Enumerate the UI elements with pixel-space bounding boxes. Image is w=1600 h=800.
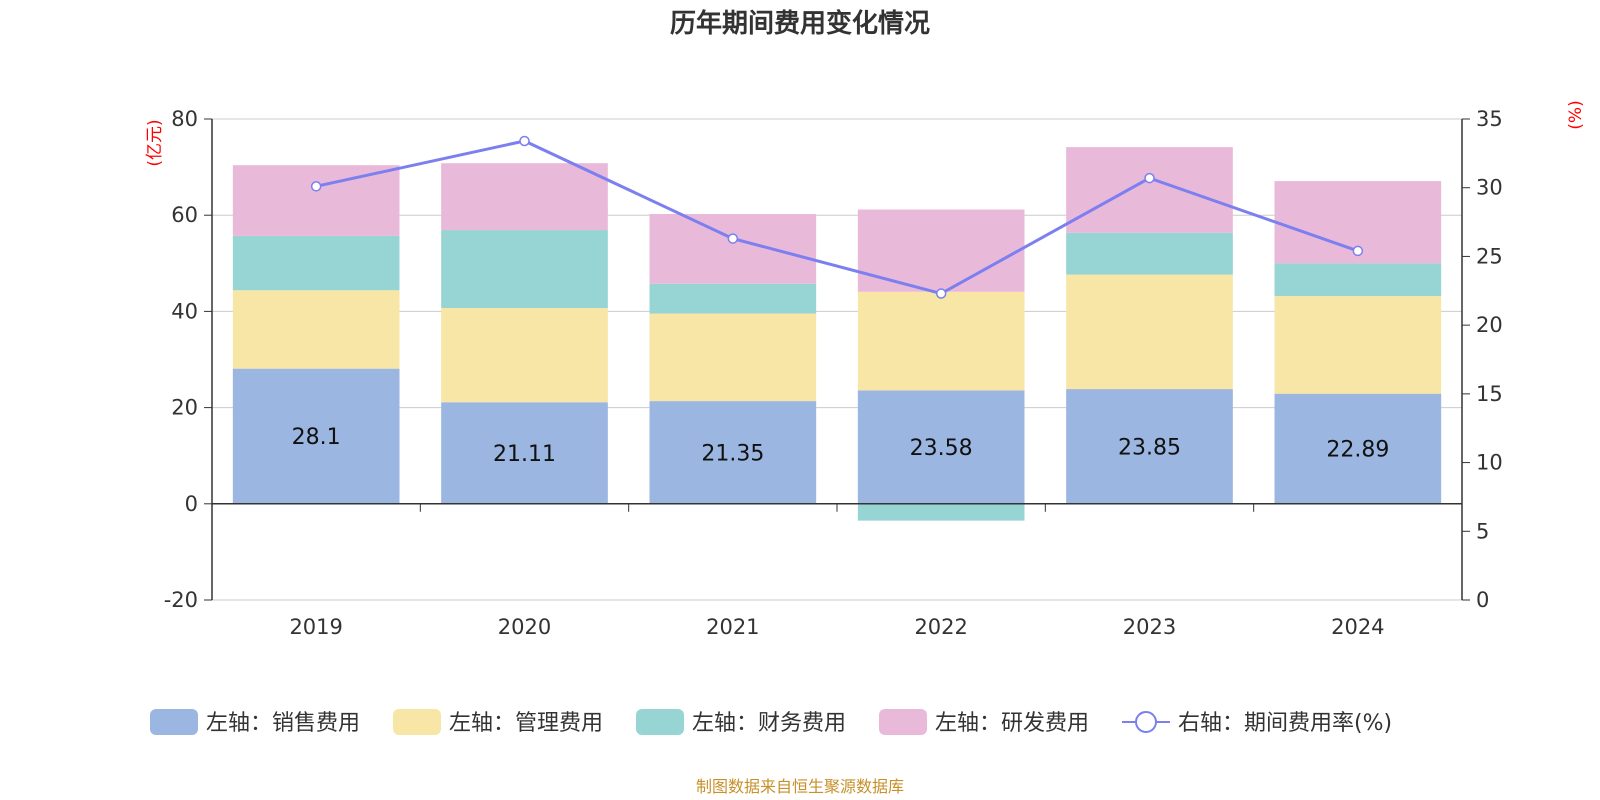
bar-data-label: 23.58 bbox=[910, 436, 973, 461]
legend-swatch-3 bbox=[879, 709, 927, 735]
bar-segment-series-0-2021 bbox=[649, 401, 817, 504]
bar-segment-series-3-2019 bbox=[232, 165, 400, 236]
right-axis-tick-label: 25 bbox=[1476, 244, 1503, 268]
bar-segment-series-1-2021 bbox=[649, 313, 817, 402]
left-axis-tick-label: 20 bbox=[171, 396, 198, 420]
bar-data-label: 21.11 bbox=[493, 442, 556, 467]
bar-segment-series-2-2022 bbox=[857, 503, 1025, 521]
bar-segment-series-0-2024 bbox=[1274, 393, 1442, 504]
legend-line-marker bbox=[1135, 711, 1157, 733]
rate-point bbox=[935, 288, 947, 299]
data-source-note: 制图数据来自恒生聚源数据库 bbox=[696, 777, 904, 796]
bar-segment-series-2-2020 bbox=[441, 230, 608, 308]
rate-line bbox=[315, 139, 1359, 296]
legend-swatch-2 bbox=[636, 709, 684, 735]
legend-label: 左轴：研发费用 bbox=[935, 711, 1089, 736]
legend-label: 左轴：销售费用 bbox=[206, 711, 360, 736]
bar-segment-series-3-2020 bbox=[441, 163, 608, 231]
line-layer bbox=[310, 135, 1364, 299]
right-axis-tick-label: 0 bbox=[1476, 588, 1489, 612]
right-axis-tick-label: 10 bbox=[1476, 451, 1503, 475]
bar-segment-series-3-2021 bbox=[649, 213, 817, 284]
bar-segment-series-1-2019 bbox=[232, 290, 400, 369]
rate-point bbox=[519, 135, 530, 147]
bar-segment-series-1-2022 bbox=[857, 291, 1025, 391]
left-axis-tick-label: -20 bbox=[164, 588, 198, 612]
bar-layer bbox=[232, 147, 1442, 521]
bar-segment-series-0-2022 bbox=[857, 390, 1025, 504]
bar-segment-series-2-2024 bbox=[1274, 263, 1442, 297]
label-layer: 28.1 21.11 21.35 23.58 23.85 22.89 bbox=[292, 425, 1390, 467]
bar-segment-series-0-2020 bbox=[441, 402, 608, 504]
right-axis-tick-label: 35 bbox=[1476, 107, 1503, 131]
bar-segment-series-3-2023 bbox=[1066, 147, 1233, 233]
bar-segment-series-2-2023 bbox=[1066, 232, 1233, 275]
x-axis-tick-label: 2022 bbox=[914, 615, 967, 639]
legend-swatch-1 bbox=[393, 709, 441, 735]
chart-title: 历年期间费用变化情况 bbox=[670, 8, 930, 39]
left-axis-tick-label: 0 bbox=[185, 492, 198, 516]
bar-data-label: 28.1 bbox=[292, 425, 341, 450]
legend-label: 左轴：管理费用 bbox=[449, 711, 603, 736]
rate-point bbox=[310, 181, 322, 192]
bar-segment-series-1-2023 bbox=[1066, 274, 1233, 390]
x-axis-tick-label: 2019 bbox=[289, 615, 342, 639]
x-axis-tick-label: 2024 bbox=[1331, 615, 1384, 639]
right-axis-tick-label: 20 bbox=[1476, 313, 1503, 337]
right-axis-tick-label: 5 bbox=[1476, 519, 1489, 543]
left-axis-unit: (亿元) bbox=[145, 119, 165, 166]
rate-point bbox=[1144, 172, 1155, 184]
bar-segment-series-0-2023 bbox=[1066, 389, 1233, 504]
legend-label: 左轴：财务费用 bbox=[692, 711, 846, 736]
right-axis-tick-label: 15 bbox=[1476, 382, 1503, 406]
x-axis-tick-label: 2023 bbox=[1123, 615, 1176, 639]
left-axis-tick-label: 60 bbox=[171, 203, 198, 227]
legend-swatch-0 bbox=[150, 709, 198, 735]
x-axis-tick-label: 2020 bbox=[498, 615, 551, 639]
bar-segment-series-1-2024 bbox=[1274, 296, 1442, 394]
bar-segment-series-2-2019 bbox=[232, 235, 400, 291]
left-axis-tick-label: 40 bbox=[171, 299, 198, 323]
bar-segment-series-2-2021 bbox=[649, 283, 817, 314]
rate-point bbox=[1352, 245, 1364, 257]
bar-data-label: 22.89 bbox=[1326, 438, 1389, 463]
right-axis-unit: (%) bbox=[1566, 100, 1586, 129]
bar-segment-series-0-2019 bbox=[232, 368, 400, 504]
right-axis-tick-label: 30 bbox=[1476, 176, 1503, 200]
axis-layer: -20 0 20 40 60 80 0 5 10 15 20 25 30 35 (亿元) (%) 2019 202… bbox=[145, 100, 1586, 639]
rate-point bbox=[727, 233, 739, 244]
left-axis-tick-label: 80 bbox=[171, 107, 198, 131]
legend: 左轴：销售费用 左轴：管理费用 左轴：财务费用 左轴：研发费用 右轴：期间费用率(%) bbox=[150, 709, 1392, 736]
legend-label: 右轴：期间费用率(%) bbox=[1178, 711, 1392, 736]
bar-data-label: 23.85 bbox=[1118, 435, 1181, 460]
bar-segment-series-1-2020 bbox=[441, 307, 608, 403]
x-axis-tick-label: 2021 bbox=[706, 615, 759, 639]
bar-data-label: 21.35 bbox=[701, 441, 764, 466]
